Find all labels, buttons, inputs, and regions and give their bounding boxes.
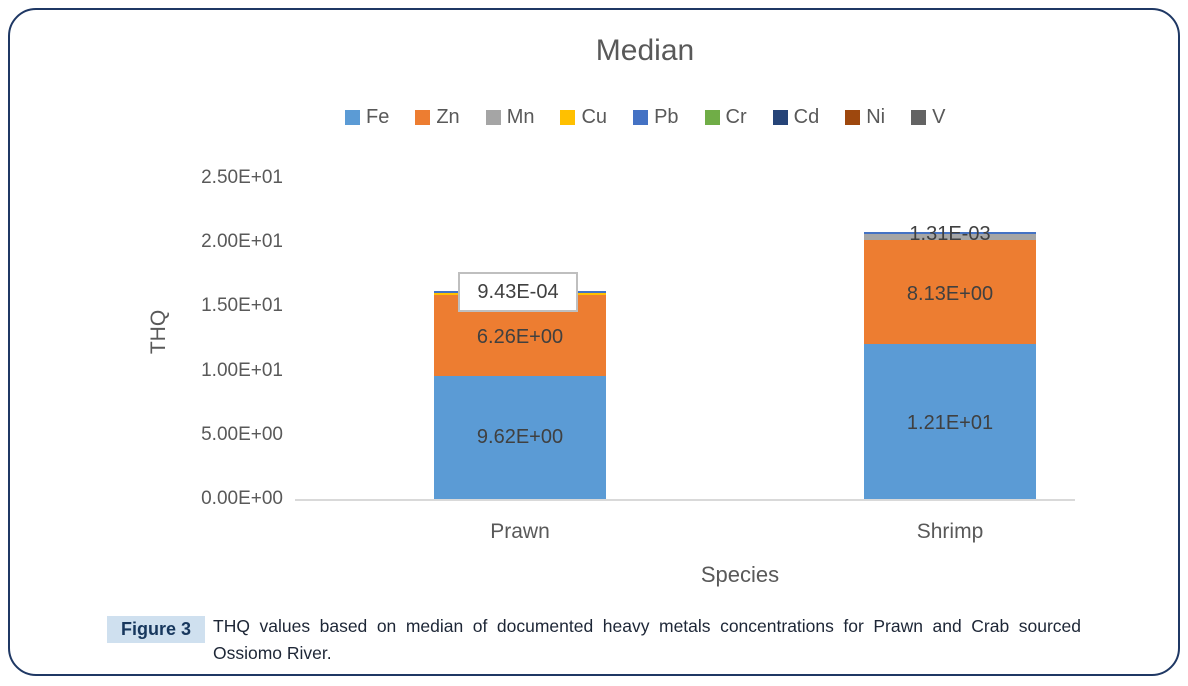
y-tick-5: 5.00E+00 (201, 424, 283, 445)
legend-swatch-mn-icon (485, 110, 501, 125)
legend-item-ni: Ni (845, 106, 885, 129)
legend-item-cr: Cr (704, 106, 747, 129)
legend-label-cr: Cr (725, 106, 747, 128)
figure-caption-text: THQ values based on median of documented… (213, 613, 1081, 667)
legend-swatch-cu-icon (560, 110, 576, 125)
legend-swatch-v-icon (911, 110, 927, 125)
figure-border-frame (8, 8, 1180, 676)
y-tick-0: 0.00E+00 (201, 488, 283, 509)
y-tick-15: 1.50E+01 (201, 295, 283, 316)
legend-swatch-zn-icon (415, 110, 431, 125)
chart-title: Median (595, 34, 695, 67)
legend-label-cu: Cu (581, 106, 608, 128)
data-label-prawn-mn-callout: 9.43E-04 (458, 272, 578, 312)
data-label-shrimp-zn: 8.13E+00 (906, 283, 994, 305)
bar-shrimp-fe (864, 344, 1036, 499)
bar-prawn-fe (434, 376, 606, 499)
y-tick-10: 1.00E+01 (201, 360, 283, 381)
x-category-shrimp: Shrimp (916, 520, 984, 543)
legend-label-zn: Zn (436, 106, 460, 128)
chart-legend: Fe Zn Mn Cu Pb Cr Cd Ni (345, 106, 945, 129)
bar-shrimp-pb-sliver (864, 232, 1036, 234)
data-label-prawn-zn: 6.26E+00 (476, 326, 564, 348)
x-axis-line (295, 499, 1075, 501)
legend-label-fe: Fe (366, 106, 390, 128)
legend-item-cu: Cu (560, 106, 607, 129)
legend-swatch-ni-icon (845, 110, 861, 125)
y-tick-20: 2.00E+01 (201, 231, 283, 252)
legend-label-mn: Mn (506, 106, 535, 128)
legend-label-pb: Pb (654, 106, 679, 128)
y-tick-25: 2.50E+01 (201, 167, 283, 188)
legend-item-v: V (911, 106, 945, 129)
data-label-shrimp-fe: 1.21E+01 (906, 412, 994, 434)
legend-item-zn: Zn (415, 106, 460, 129)
legend-swatch-cd-icon (772, 110, 788, 125)
legend-label-v: V (932, 106, 946, 128)
legend-label-cd: Cd (793, 106, 820, 128)
figure-caption-line-1: THQ values based on median of documented… (213, 616, 1081, 636)
legend-swatch-pb-icon (633, 110, 649, 125)
data-label-prawn-fe: 9.62E+00 (476, 426, 564, 448)
legend-swatch-cr-icon (704, 110, 720, 125)
figure-caption-label: Figure 3 (107, 616, 205, 643)
legend-item-pb: Pb (633, 106, 679, 129)
bar-shrimp-zn (864, 240, 1036, 344)
legend-label-ni: Ni (866, 106, 886, 128)
x-category-prawn: Prawn (490, 520, 550, 543)
bar-shrimp-mn-sliver (864, 234, 1036, 240)
legend-item-fe: Fe (345, 106, 389, 129)
y-axis-title: THQ (147, 309, 170, 355)
legend-swatch-fe-icon (345, 110, 360, 125)
x-axis-title: Species (700, 562, 780, 587)
data-label-shrimp-mn: 1.31E-03 (909, 223, 991, 245)
legend-item-cd: Cd (772, 106, 820, 129)
legend-item-mn: Mn (485, 106, 535, 129)
figure-caption-line-2: Ossiomo River. (213, 643, 332, 663)
